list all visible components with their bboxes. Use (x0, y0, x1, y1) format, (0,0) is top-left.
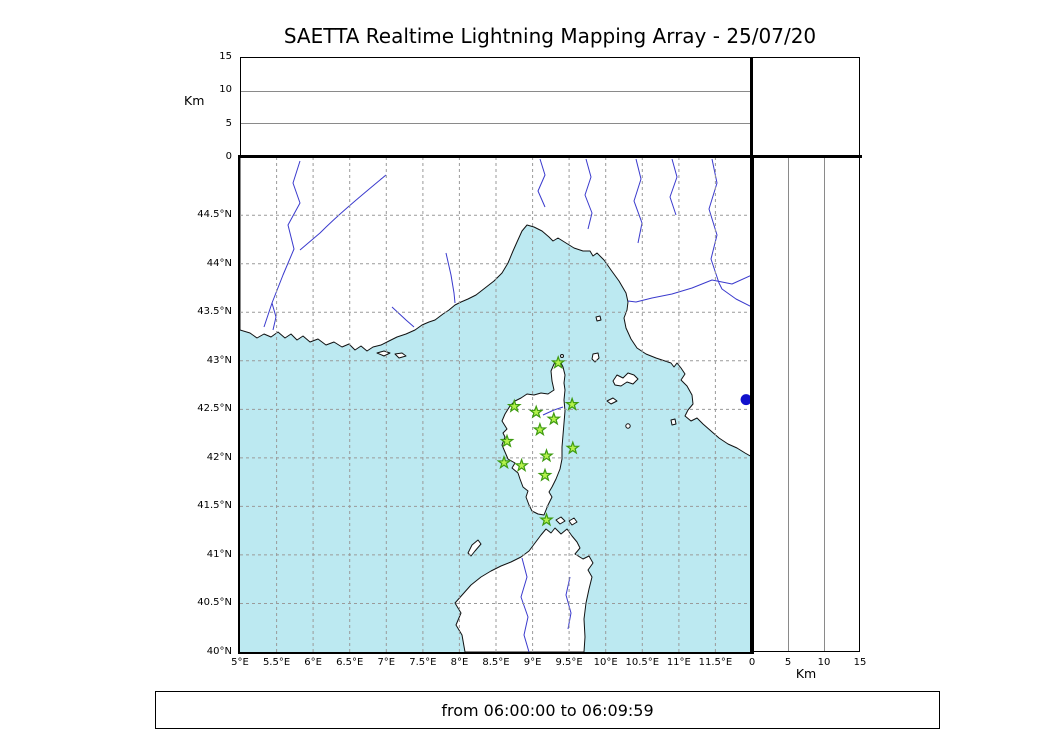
lightning-sources (740, 394, 752, 406)
island-corsica (501, 360, 566, 516)
lightning-source-point (740, 394, 752, 406)
altitude-tick-label-right: 0 (748, 657, 756, 668)
lon-tick-label: 11.5°E (698, 657, 733, 668)
lon-tick-label: 5.5°E (262, 657, 291, 668)
lon-tick-label: 11°E (666, 657, 691, 668)
landmasses (240, 157, 752, 652)
lon-tick-label: 6.5°E (336, 657, 364, 668)
lma-station-marker (532, 421, 548, 437)
lon-tick-label: 7°E (377, 657, 396, 668)
time-range-box: from 06:00:00 to 06:09:59 (155, 691, 940, 729)
island-sardinia (454, 527, 594, 652)
lma-station-marker (528, 404, 544, 419)
map-panel (240, 157, 752, 652)
lon-tick-label: 6°E (304, 657, 322, 668)
lma-station-marker (537, 467, 553, 482)
altitude-tick-label-top: 5 (225, 117, 232, 129)
altitude-tick-label-top: 0 (225, 151, 232, 162)
lat-tick-label: 43°N (206, 354, 232, 366)
plot-title: SAETTA Realtime Lightning Mapping Array … (283, 24, 817, 48)
lon-tick-label: 5°E (231, 657, 249, 668)
island-montecristo (625, 423, 631, 429)
map-svg (240, 157, 752, 652)
altitude-tick-label-right: 5 (784, 657, 792, 668)
lat-tick-label: 40°N (206, 646, 232, 657)
altitude-gridline (823, 158, 825, 651)
island-gorgona (595, 315, 602, 322)
island-giraglia (560, 354, 564, 358)
rivers (263, 158, 752, 652)
lat-tick-label: 42°N (206, 451, 232, 463)
lma-station-marker (550, 354, 566, 370)
frame-line-vertical (750, 57, 753, 654)
lma-station-marker (565, 440, 581, 455)
lat-tick-label: 41°N (206, 548, 232, 560)
altitude-vs-longitude-panel (240, 57, 752, 157)
altitude-axis-label-right: Km (795, 666, 817, 681)
coastline-france-italy (240, 157, 752, 458)
lat-tick-label: 43.5°N (197, 306, 232, 318)
islands-maddalena (555, 516, 578, 526)
island-capraia (591, 352, 600, 363)
lma-station-marker (506, 398, 522, 413)
lon-tick-label: 8°E (450, 657, 469, 668)
altitude-tick-label-right: 10 (817, 657, 831, 668)
time-range-text: from 06:00:00 to 06:09:59 (441, 700, 654, 720)
islands-hyeres (376, 350, 407, 359)
lon-tick-label: 9.5°E (555, 657, 583, 668)
altitude-tick-label-right: 15 (853, 657, 867, 668)
island-pianosa (606, 397, 618, 405)
altitude-vs-latitude-panel (752, 157, 860, 652)
lat-tick-label: 40.5°N (197, 597, 232, 609)
frame-line-horizontal (238, 155, 862, 158)
island-giglio (670, 418, 677, 426)
lma-station-marker (564, 396, 580, 411)
lon-tick-label: 10°E (593, 657, 618, 668)
lat-tick-label: 41.5°N (197, 500, 232, 512)
lma-station-marker (499, 433, 515, 448)
lat-tick-label: 44.5°N (197, 209, 232, 221)
lma-station-marker (514, 457, 530, 472)
altitude-axis-label-left: Km (184, 93, 205, 108)
lon-tick-label: 10.5°E (625, 657, 660, 668)
altitude-gridline (241, 123, 751, 125)
altitude-tick-label-top: 15 (219, 51, 232, 62)
altitude-gridline (241, 90, 751, 92)
lon-tick-label: 9°E (523, 657, 542, 668)
lon-tick-label: 8.5°E (482, 657, 510, 668)
rivers-france (263, 160, 456, 331)
lma-station-marker (496, 454, 512, 470)
lma-station-marker (539, 512, 554, 527)
island-elba (612, 372, 639, 387)
corner-panel (752, 57, 860, 157)
altitude-tick-label-top: 10 (219, 84, 232, 96)
altitude-gridline (788, 158, 790, 651)
lma-stations (496, 354, 581, 527)
rivers-italy (537, 158, 752, 308)
island-asinara (467, 539, 482, 557)
lat-tick-label: 44°N (206, 257, 232, 269)
lat-tick-label: 42.5°N (197, 403, 232, 415)
lma-station-marker (539, 448, 554, 463)
lon-tick-label: 7.5°E (409, 657, 437, 668)
lma-station-marker (546, 411, 562, 426)
